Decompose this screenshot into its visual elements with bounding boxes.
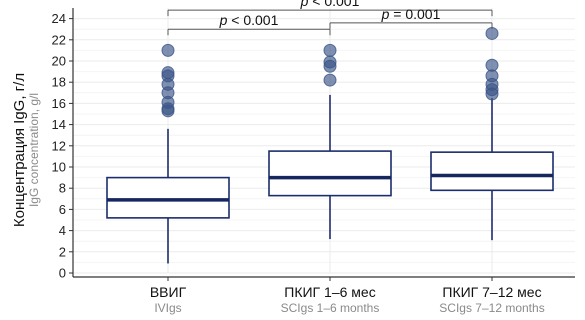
p-symbol: p [381, 6, 390, 22]
y-tick-label: 16 [52, 96, 66, 111]
boxes [106, 26, 554, 264]
outlier-point [485, 26, 499, 40]
y-tick-label: 4 [59, 223, 66, 238]
outlier-point [485, 58, 499, 72]
outlier-point [323, 55, 337, 69]
box-iqr [106, 176, 230, 219]
axis-labels: Концентрация IgG, г/л IgG concentration,… [11, 11, 545, 315]
p-value-label: p = 0.001 [381, 6, 441, 22]
y-axis-subtitle: IgG concentration, g/l [27, 93, 41, 207]
y-tick-label: 20 [52, 54, 66, 69]
y-tick-label: 8 [59, 181, 66, 196]
y-tick-label: 22 [52, 32, 66, 47]
axes [69, 8, 575, 281]
y-tick-label: 6 [59, 202, 66, 217]
outlier-point [323, 43, 337, 57]
outlier-point [161, 43, 175, 57]
box-iqr [430, 151, 554, 192]
box-group [268, 43, 392, 240]
significance-bracket: p < 0.001 [167, 12, 331, 36]
p-value-text: < 0.001 [227, 12, 278, 28]
p-value-label: p < 0.001 [219, 12, 279, 28]
box-group [430, 26, 554, 241]
x-category-label: ПКИГ 7–12 мес [442, 284, 541, 300]
outlier-point [161, 66, 175, 80]
outlier-point [323, 73, 337, 87]
y-tick-label: 10 [52, 160, 66, 175]
p-value-text: < 0.001 [308, 0, 359, 9]
x-category-label: ПКИГ 1–6 мес [284, 284, 375, 300]
y-tick-label: 2 [59, 244, 66, 259]
box-iqr [268, 150, 392, 197]
box-group [106, 43, 230, 264]
x-category-label: ВВИГ [150, 284, 187, 300]
significance-bracket: p = 0.001 [329, 6, 493, 29]
p-symbol: p [219, 12, 228, 28]
y-tick-label: 24 [52, 11, 66, 26]
x-category-sublabel: SCIgs 1–6 months [281, 301, 380, 315]
x-category-sublabel: IVIgs [154, 301, 181, 315]
y-tick-label: 18 [52, 75, 66, 90]
p-symbol: p [300, 0, 309, 9]
p-value-text: = 0.001 [389, 6, 440, 22]
grid-lines [73, 8, 575, 274]
y-tick-label: 0 [59, 266, 66, 281]
significance-bracket: p < 0.001 [167, 0, 493, 17]
y-tick-label: 12 [52, 138, 66, 153]
x-category-sublabel: SCIgs 7–12 months [439, 301, 544, 315]
p-value-label: p < 0.001 [300, 0, 360, 9]
y-tick-label: 14 [52, 117, 66, 132]
y-axis-title: Концентрация IgG, г/л [11, 73, 28, 227]
